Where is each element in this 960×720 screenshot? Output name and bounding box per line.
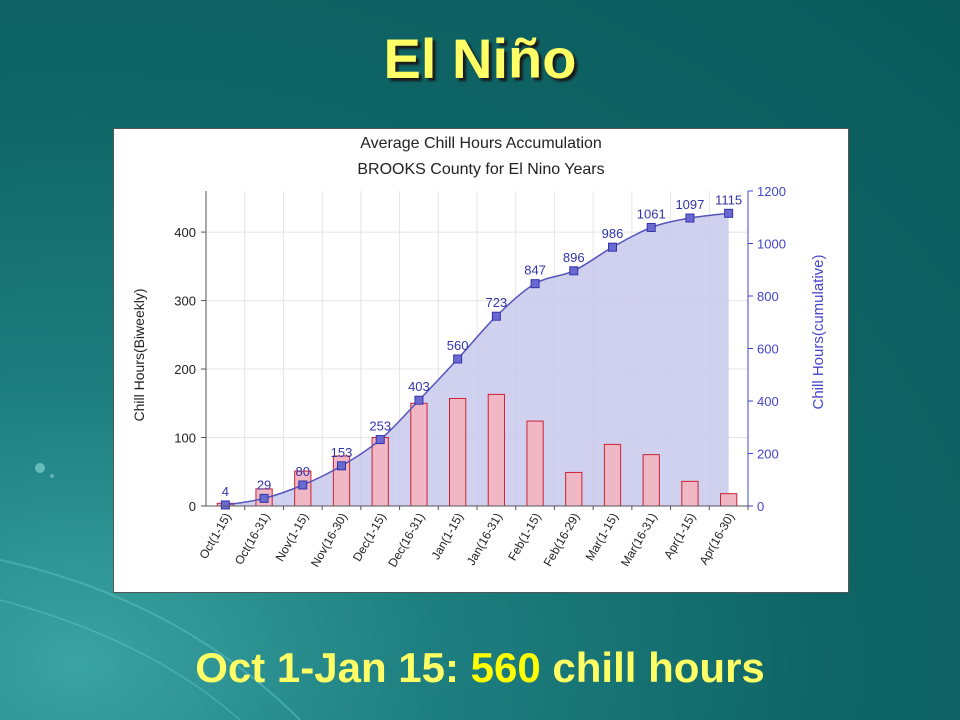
cumulative-point xyxy=(608,242,617,252)
slide-title: El Niño xyxy=(383,27,577,90)
cumulative-point xyxy=(530,279,540,289)
chart-subtitle: BROOKS County for El Nino Years xyxy=(357,161,604,178)
cumulative-point xyxy=(337,461,346,471)
cumulative-point xyxy=(491,311,501,321)
right-tick-label: 1000 xyxy=(757,237,786,252)
x-tick-label: Mar(1-15) xyxy=(583,511,621,564)
cumulative-line: 4 29 80 153 253 403 560 723 847 896 986 1061 1097 111… xyxy=(220,192,742,510)
x-tick-label: Nov(16-30) xyxy=(308,511,350,570)
x-tick-label: Jan(16-31) xyxy=(464,510,505,567)
x-tick-label: Nov(1-15) xyxy=(273,511,312,564)
x-tick-label: Apr(16-30) xyxy=(696,510,737,567)
cumulative-data-label: 253 xyxy=(369,419,391,434)
x-tick-label: Feb(16-29) xyxy=(541,511,583,569)
cumulative-point xyxy=(453,354,463,364)
bar-Jan(16-31) xyxy=(487,393,505,507)
right-tick-label: 800 xyxy=(757,289,779,304)
right-tick-label: 0 xyxy=(757,499,764,514)
cumulative-point xyxy=(569,266,579,276)
bar-Feb(16-29) xyxy=(565,471,583,507)
cumulative-data-label: 29 xyxy=(257,477,271,492)
left-tick-label: 200 xyxy=(174,362,196,377)
chart-panel: Average Chill Hours Accumulation BROOKS … xyxy=(113,128,849,593)
x-tick-label: Apr(1-15) xyxy=(661,511,698,562)
bar-Mar(1-15) xyxy=(603,443,622,507)
left-tick-label: 300 xyxy=(174,294,196,309)
bar-Apr(16-30) xyxy=(720,493,738,507)
bar-Jan(1-15) xyxy=(449,397,467,507)
biweekly-bars xyxy=(216,393,738,507)
left-tick-label: 100 xyxy=(174,431,196,446)
cumulative-data-label: 1097 xyxy=(675,197,704,212)
left-tick-label: 0 xyxy=(189,499,196,514)
chill-hours-chart: Average Chill Hours Accumulation BROOKS … xyxy=(131,135,827,570)
right-tick-label: 600 xyxy=(757,342,779,357)
y-axis-label: Chill Hours(Biweekly) xyxy=(131,288,147,421)
cumulative-data-label: 896 xyxy=(563,250,585,265)
cumulative-data-label: 1061 xyxy=(637,206,666,221)
bar-Dec(1-15) xyxy=(371,437,389,507)
cumulative-point xyxy=(220,500,230,510)
caption-prefix: Oct 1-Jan 15: xyxy=(195,644,459,691)
bar-Apr(1-15) xyxy=(681,480,699,507)
cumulative-point xyxy=(724,208,734,218)
bar-Feb(1-15) xyxy=(526,420,544,507)
x-tick-label: Jan(1-15) xyxy=(428,510,466,561)
cumulative-data-label: 560 xyxy=(447,338,469,353)
cumulative-data-label: 403 xyxy=(408,379,430,394)
x-tick-label: Dec(16-31) xyxy=(385,511,427,570)
right-tick-label: 1200 xyxy=(757,184,786,199)
x-tick-label: Dec(1-15) xyxy=(350,511,389,564)
x-tick-label: Oct(1-15) xyxy=(196,511,233,562)
y2-axis-label: Chill Hours(cumulative) xyxy=(810,254,827,409)
x-tick-label: Oct(16-31) xyxy=(232,511,273,568)
cumulative-point xyxy=(375,435,385,445)
cumulative-data-label: 4 xyxy=(222,484,229,499)
cumulative-data-label: 1115 xyxy=(715,192,742,207)
cumulative-point xyxy=(414,395,424,405)
cumulative-point xyxy=(646,222,656,232)
cumulative-area-fill xyxy=(225,213,729,506)
cumulative-data-label: 847 xyxy=(524,263,546,278)
x-tick-label: Feb(1-15) xyxy=(505,510,543,563)
bar-Dec(16-31) xyxy=(410,402,428,507)
caption-suffix: chill hours xyxy=(552,644,765,691)
cumulative-data-label: 723 xyxy=(486,295,508,310)
bar-Mar(16-31) xyxy=(642,454,660,507)
cumulative-area xyxy=(225,213,729,506)
right-tick-label: 400 xyxy=(757,394,779,409)
caption: Oct 1-Jan 15: 560 chill hours xyxy=(0,644,960,692)
cumulative-point xyxy=(298,480,308,490)
caption-value: 560 xyxy=(470,644,541,691)
cumulative-data-label: 80 xyxy=(296,464,310,479)
cumulative-data-label: 986 xyxy=(602,226,624,241)
cumulative-point xyxy=(685,213,695,223)
left-tick-label: 400 xyxy=(174,225,196,240)
cumulative-data-label: 153 xyxy=(331,445,353,460)
cumulative-point xyxy=(259,493,269,503)
right-tick-label: 200 xyxy=(757,447,779,462)
x-tick-label: Mar(16-31) xyxy=(618,511,660,569)
chart-title: Average Chill Hours Accumulation xyxy=(360,135,602,152)
